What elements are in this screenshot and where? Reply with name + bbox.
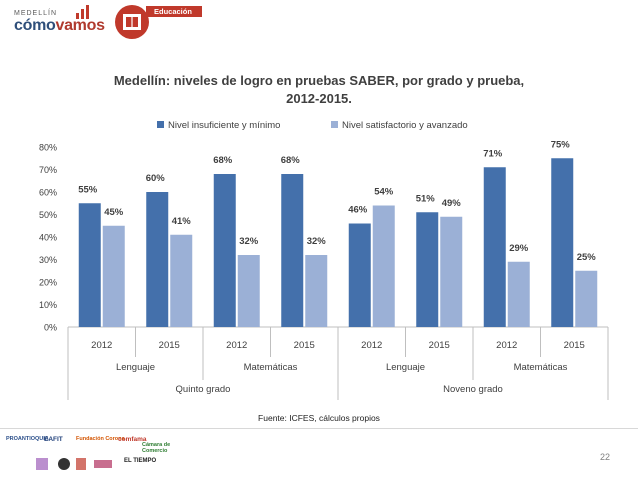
bar bbox=[551, 158, 574, 327]
brand-logo: MEDELLÍN cómovamos bbox=[14, 10, 105, 34]
legend-swatch bbox=[331, 121, 338, 128]
bar bbox=[237, 255, 260, 327]
bar bbox=[78, 203, 101, 327]
legend-swatch bbox=[157, 121, 164, 128]
data-label: 45% bbox=[104, 207, 124, 218]
footer-divider bbox=[0, 428, 638, 429]
data-label: 54% bbox=[374, 187, 394, 198]
data-label: 55% bbox=[78, 184, 98, 195]
y-tick-label: 70% bbox=[39, 165, 57, 175]
bar bbox=[372, 205, 395, 327]
brand-bars-icon bbox=[76, 5, 89, 19]
x-tick-label: 2012 bbox=[361, 340, 382, 351]
bar bbox=[575, 270, 598, 327]
subject-group-label: Matemáticas bbox=[514, 362, 568, 373]
chart-title: Medellín: niveles de logro en pruebas SA… bbox=[0, 72, 638, 108]
data-label: 60% bbox=[146, 173, 166, 184]
sponsor-logos: PROANTIOQUIA EAFIT Fundación Corona comf… bbox=[6, 436, 176, 476]
bar bbox=[170, 234, 193, 327]
bar bbox=[102, 225, 125, 327]
y-tick-label: 80% bbox=[39, 143, 57, 153]
bar bbox=[281, 174, 304, 327]
grade-group-label: Quinto grado bbox=[176, 384, 231, 395]
y-tick-label: 60% bbox=[39, 188, 57, 198]
bar bbox=[440, 216, 463, 327]
source-note: Fuente: ICFES, cálculos propios bbox=[258, 413, 380, 423]
bar bbox=[213, 174, 236, 327]
data-label: 25% bbox=[577, 252, 597, 263]
sponsor-logo: EAFIT bbox=[44, 436, 63, 443]
legend-label: Nivel insuficiente y mínimo bbox=[168, 120, 280, 131]
brand-small-text: MEDELLÍN bbox=[14, 10, 58, 17]
data-label: 46% bbox=[348, 205, 368, 216]
data-label: 68% bbox=[213, 155, 233, 166]
data-label: 49% bbox=[442, 198, 462, 209]
education-book-icon bbox=[115, 5, 149, 39]
brand-name: cómovamos bbox=[14, 18, 105, 34]
sponsor-logo: Cámara de Comercio bbox=[142, 442, 171, 454]
subject-group-label: Lenguaje bbox=[386, 362, 425, 373]
subject-group-label: Lenguaje bbox=[116, 362, 155, 373]
sponsor-logo: comfama bbox=[118, 436, 147, 443]
sponsor-emblems-icon bbox=[36, 458, 112, 470]
x-tick-label: 2015 bbox=[159, 340, 180, 351]
bar bbox=[305, 255, 328, 327]
y-tick-label: 20% bbox=[39, 278, 57, 288]
subject-group-label: Matemáticas bbox=[244, 362, 298, 373]
chart-title-line2: 2012-2015. bbox=[286, 91, 352, 106]
bar bbox=[146, 192, 169, 327]
y-tick-label: 0% bbox=[44, 323, 57, 333]
page-number: 22 bbox=[599, 452, 610, 462]
y-tick-label: 50% bbox=[39, 210, 57, 220]
y-tick-label: 30% bbox=[39, 255, 57, 265]
y-tick-label: 10% bbox=[39, 300, 57, 310]
data-label: 32% bbox=[239, 236, 259, 247]
data-label: 68% bbox=[281, 155, 301, 166]
data-label: 29% bbox=[509, 243, 529, 254]
sponsor-logo: Fundación Corona bbox=[76, 436, 125, 442]
data-label: 75% bbox=[551, 139, 571, 150]
brand-name-main: cómo bbox=[14, 17, 56, 34]
bar bbox=[483, 167, 506, 327]
x-tick-label: 2012 bbox=[226, 340, 247, 351]
y-tick-label: 40% bbox=[39, 233, 57, 243]
x-tick-label: 2012 bbox=[496, 340, 517, 351]
bar bbox=[416, 212, 439, 327]
x-tick-label: 2012 bbox=[91, 340, 112, 351]
data-label: 51% bbox=[416, 193, 436, 204]
topic-label: Educación bbox=[146, 6, 202, 17]
grade-group-label: Noveno grado bbox=[443, 384, 503, 395]
bar bbox=[507, 261, 530, 327]
x-tick-label: 2015 bbox=[564, 340, 585, 351]
x-tick-label: 2015 bbox=[429, 340, 450, 351]
data-label: 41% bbox=[172, 216, 192, 227]
bar-chart: Nivel insuficiente y mínimo Nivel satisfa… bbox=[39, 120, 609, 400]
x-tick-label: 2015 bbox=[294, 340, 315, 351]
brand-name-accent: vamos bbox=[55, 17, 105, 34]
chart-title-line1: Medellín: niveles de logro en pruebas SA… bbox=[113, 73, 525, 88]
data-label: 71% bbox=[483, 148, 503, 159]
sponsor-logo: PROANTIOQUIA bbox=[6, 436, 49, 442]
sponsor-logo: EL TIEMPO bbox=[124, 458, 157, 464]
bar bbox=[348, 223, 371, 327]
data-label: 32% bbox=[307, 236, 327, 247]
legend-label: Nivel satisfactorio y avanzado bbox=[342, 120, 468, 131]
